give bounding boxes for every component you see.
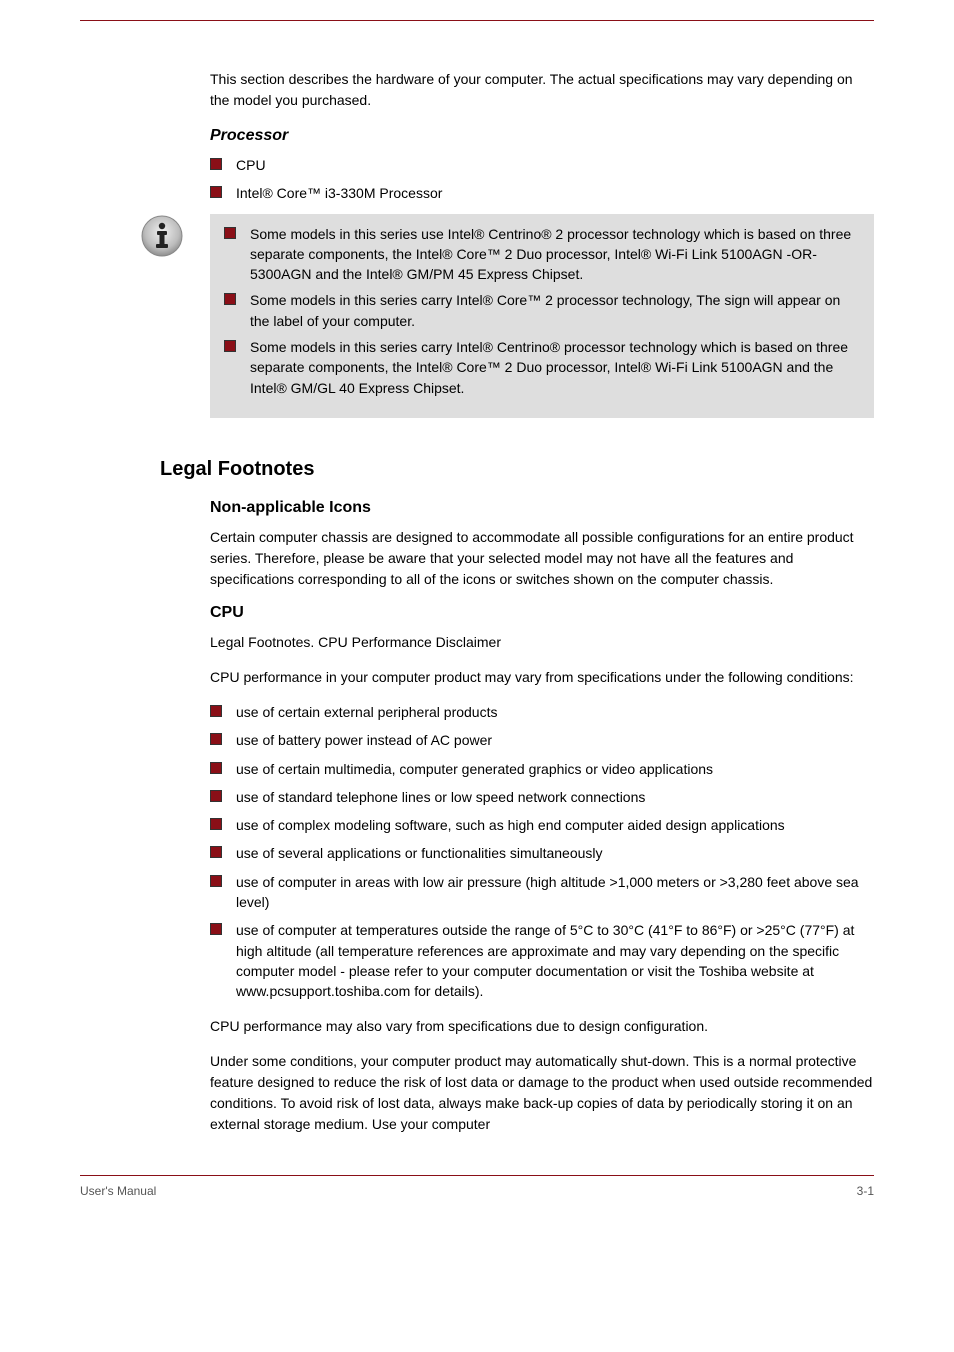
bullet-icon xyxy=(210,790,222,802)
bullet-icon xyxy=(210,762,222,774)
legal-condition-text: use of battery power instead of AC power xyxy=(236,730,492,750)
bullet-icon xyxy=(210,158,222,170)
legal-para5: Under some conditions, your computer pro… xyxy=(210,1051,874,1135)
legal-footnotes-title: Legal Footnotes xyxy=(160,458,874,481)
legal-condition-text: use of computer at temperatures outside … xyxy=(236,920,874,1001)
legal-para2: Legal Footnotes. CPU Performance Disclai… xyxy=(210,632,874,653)
legal-condition: use of computer in areas with low air pr… xyxy=(210,872,874,913)
legal-condition: use of certain external peripheral produ… xyxy=(210,702,874,722)
legal-condition: use of standard telephone lines or low s… xyxy=(210,787,874,807)
legal-condition-text: use of certain external peripheral produ… xyxy=(236,702,497,722)
bullet-icon xyxy=(210,846,222,858)
legal-condition: use of complex modeling software, such a… xyxy=(210,815,874,835)
legal-subtitle-cpu: CPU xyxy=(210,604,874,622)
legal-para4: CPU performance may also vary from speci… xyxy=(210,1016,874,1037)
bullet-icon xyxy=(210,818,222,830)
legal-condition-text: use of several applications or functiona… xyxy=(236,843,603,863)
note-content: Some models in this series use Intel® Ce… xyxy=(210,214,874,418)
hardware-intro: This section describes the hardware of y… xyxy=(210,69,874,111)
legal-condition-text: use of standard telephone lines or low s… xyxy=(236,787,645,807)
note-bullet-text: Some models in this series use Intel® Ce… xyxy=(250,224,860,285)
bullet-icon xyxy=(224,227,236,239)
note-bullet-text: Some models in this series carry Intel® … xyxy=(250,337,860,398)
hardware-bullet: CPU xyxy=(210,155,874,175)
legal-condition: use of certain multimedia, computer gene… xyxy=(210,759,874,779)
bullet-icon xyxy=(224,293,236,305)
bullet-icon xyxy=(224,340,236,352)
legal-condition: use of computer at temperatures outside … xyxy=(210,920,874,1001)
header-rule xyxy=(80,20,874,21)
legal-condition: use of battery power instead of AC power xyxy=(210,730,874,750)
note-bullet: Some models in this series carry Intel® … xyxy=(210,337,860,398)
legal-para3: CPU performance in your computer product… xyxy=(210,667,874,688)
note-bullet: Some models in this series use Intel® Ce… xyxy=(210,224,860,285)
hardware-bullet-text: CPU xyxy=(236,155,266,175)
processor-note-block: Some models in this series use Intel® Ce… xyxy=(140,214,874,418)
hardware-bullet-text: Intel® Core™ i3-330M Processor xyxy=(236,183,442,203)
note-bullet: Some models in this series carry Intel® … xyxy=(210,290,860,331)
bullet-icon xyxy=(210,923,222,935)
legal-section: Non-applicable Icons Certain computer ch… xyxy=(210,499,874,1135)
footer-right: 3-1 xyxy=(857,1184,874,1198)
bullet-icon xyxy=(210,705,222,717)
legal-condition-text: use of complex modeling software, such a… xyxy=(236,815,785,835)
bullet-icon xyxy=(210,186,222,198)
legal-condition: use of several applications or functiona… xyxy=(210,843,874,863)
legal-para1: Certain computer chassis are designed to… xyxy=(210,527,874,590)
page-footer: User's Manual 3-1 xyxy=(80,1176,874,1218)
processor-heading: Processor xyxy=(210,127,874,145)
hardware-bullet: Intel® Core™ i3-330M Processor xyxy=(210,183,874,203)
bullet-icon xyxy=(210,733,222,745)
note-bullet-text: Some models in this series carry Intel® … xyxy=(250,290,860,331)
hardware-section: This section describes the hardware of y… xyxy=(210,69,874,204)
footer-left: User's Manual xyxy=(80,1184,156,1198)
legal-condition-text: use of certain multimedia, computer gene… xyxy=(236,759,713,779)
info-icon xyxy=(140,214,184,258)
legal-condition-text: use of computer in areas with low air pr… xyxy=(236,872,874,913)
legal-subtitle-nonapplicable: Non-applicable Icons xyxy=(210,499,874,517)
bullet-icon xyxy=(210,875,222,887)
